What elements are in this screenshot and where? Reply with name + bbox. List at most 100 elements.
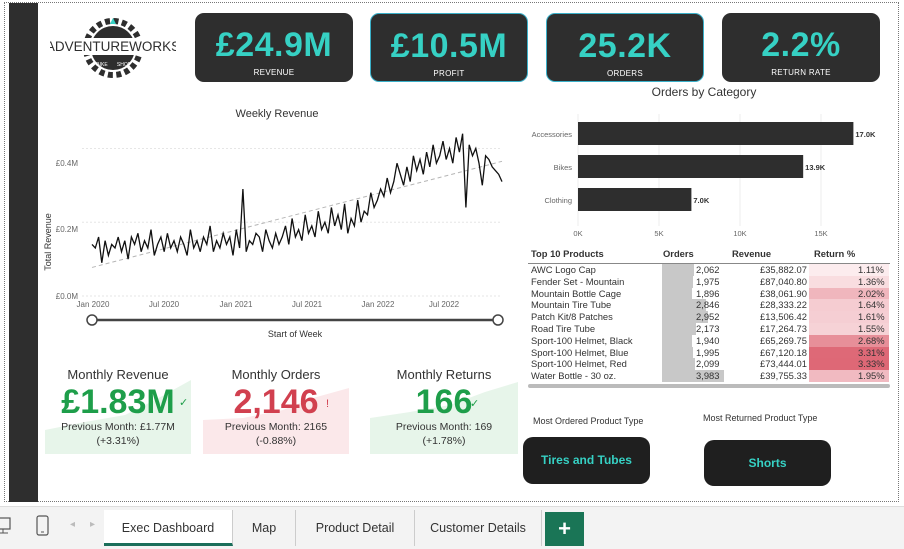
orders-by-category-chart[interactable]: Orders by Category Accessories 17.0K Bikes… (520, 82, 890, 242)
kpi-card-revenue[interactable]: £24.9M REVENUE (195, 13, 353, 82)
weekly-revenue-chart[interactable]: Weekly Revenue Total Revenue £0.4M £0.2M… (40, 100, 510, 345)
card-value: £1.83M (61, 383, 175, 421)
desktop-view-icon[interactable] (0, 517, 12, 535)
orders-databar (662, 334, 693, 347)
top-products-table[interactable]: Top 10 Products Orders Revenue Return % … (528, 248, 890, 388)
return-heat-cell (809, 299, 889, 312)
orders-cell: 3,983 (696, 370, 720, 382)
tab-customer-details[interactable]: Customer Details (415, 510, 542, 546)
tab-map[interactable]: Map (233, 510, 296, 546)
table-row[interactable]: Sport-100 Helmet, Red 2,099 £73,444.01 3.33… (528, 358, 890, 371)
table-row[interactable]: Sport-100 Helmet, Black 1,940 £65,269.75 2.… (528, 334, 890, 347)
x-axis: 0K 5K 10K 15K (573, 229, 827, 238)
table-body: AWC Logo Cap 2,062 £35,882.07 1.11% Fender S… (528, 264, 890, 382)
table-row[interactable]: Mountain Tire Tube 2,846 £28,333.22 1.64% (528, 299, 890, 312)
kpi-card-orders[interactable]: 25.2K ORDERS (546, 13, 704, 82)
monthly-returns-card[interactable]: Monthly Returns 166 ✓ Previous Month: 16… (370, 360, 518, 454)
table-header: Top 10 Products Orders Revenue Return % (528, 248, 890, 264)
category-label: Bikes (554, 163, 573, 172)
revenue-cell: £65,269.75 (760, 334, 807, 346)
return-cell: 2.02% (858, 287, 885, 299)
kpi-label: RETURN RATE (771, 68, 831, 77)
tab-scroll-left-icon[interactable]: ◂ (70, 519, 76, 530)
tab-product-detail[interactable]: Product Detail (296, 510, 415, 546)
status-check-icon: ✓ (179, 397, 189, 409)
product-name: Mountain Bottle Cage (531, 287, 622, 299)
table-row[interactable]: Mountain Bottle Cage 1,896 £38,061.90 2.02% (528, 287, 890, 300)
return-cell: 3.33% (858, 358, 885, 370)
monthly-revenue-card[interactable]: Monthly Revenue £1.83M ✓ Previous Month:… (45, 360, 191, 454)
x-tick-label: 5K (654, 229, 663, 238)
return-cell: 1.61% (858, 311, 885, 323)
col-header-revenue[interactable]: Revenue (732, 248, 772, 259)
kpi-card-profit[interactable]: £10.5M PROFIT (370, 13, 528, 82)
bar-value-label: 13.9K (805, 163, 826, 172)
orders-cell: 2,062 (696, 264, 720, 275)
horizontal-scrollbar[interactable] (528, 383, 890, 388)
x-tick-label: 15K (814, 229, 827, 238)
return-cell: 3.31% (858, 346, 885, 358)
revenue-cell: £87,040.80 (760, 275, 807, 287)
revenue-cell: £13,506.42 (760, 311, 807, 323)
y-axis: £0.4M £0.2M £0.0M (56, 159, 79, 301)
category-bar[interactable] (578, 188, 692, 211)
category-label: Accessories (532, 130, 573, 139)
category-bar[interactable] (578, 155, 804, 178)
card-delta: (+1.78%) (422, 435, 466, 447)
x-tick-label: Jan 2020 (77, 300, 110, 309)
slider-handle-start[interactable] (86, 314, 98, 326)
table-row[interactable]: Patch Kit/8 Patches 2,952 £13,506.42 1.61% (528, 311, 890, 323)
col-header-orders[interactable]: Orders (663, 248, 694, 259)
y-tick-label: £0.0M (56, 292, 79, 301)
revenue-cell: £35,882.07 (760, 264, 807, 275)
return-heat-cell (809, 358, 889, 371)
table-row[interactable]: Fender Set - Mountain 1,975 £87,040.80 1.36… (528, 275, 890, 288)
orders-cell: 2,952 (696, 311, 720, 323)
table-row[interactable]: Road Tire Tube 2,173 £17,264.73 1.55% (528, 322, 890, 335)
return-cell: 1.11% (858, 264, 884, 275)
revenue-cell: £73,444.01 (760, 358, 807, 370)
orders-databar (662, 299, 707, 312)
revenue-cell: £17,264.73 (760, 322, 807, 334)
return-heat-cell (809, 322, 889, 335)
card-title: Monthly Revenue (67, 367, 169, 382)
kpi-value: 2.2% (761, 26, 841, 64)
logo-sub-right: SHOP (117, 62, 132, 68)
table-row[interactable]: AWC Logo Cap 2,062 £35,882.07 1.11% (528, 264, 890, 276)
card-title: Monthly Orders (231, 367, 321, 382)
return-heat-cell (809, 346, 889, 359)
most-ordered-card[interactable]: Tires and Tubes (523, 437, 650, 484)
table-row[interactable]: Water Bottle - 30 oz. 3,983 £39,755.33 1.95… (528, 370, 890, 382)
product-name: Sport-100 Helmet, Blue (531, 346, 629, 358)
return-cell: 1.95% (858, 370, 885, 382)
card-previous: Previous Month: 169 (395, 421, 493, 433)
tab-exec-dashboard[interactable]: Exec Dashboard (104, 510, 233, 546)
return-heat-cell (809, 264, 889, 276)
bar-value-label: 7.0K (693, 196, 709, 205)
most-returned-card[interactable]: Shorts (704, 440, 831, 486)
col-header-product[interactable]: Top 10 Products (531, 248, 604, 259)
mobile-view-icon[interactable] (36, 515, 50, 537)
card-delta: (-0.88%) (255, 435, 297, 447)
slider-handle-end[interactable] (492, 314, 504, 326)
category-label: Clothing (544, 196, 572, 205)
category-bar[interactable] (578, 122, 854, 145)
orders-cell: 2,173 (696, 322, 720, 334)
col-header-return[interactable]: Return % (814, 248, 856, 259)
most-returned-title: Most Returned Product Type (703, 413, 818, 423)
revenue-cell: £67,120.18 (760, 346, 807, 358)
card-sparkline-bg (370, 382, 518, 454)
orders-cell: 1,896 (696, 287, 720, 299)
orders-databar (662, 346, 694, 359)
tab-scroll-right-icon[interactable]: ▸ (90, 519, 96, 530)
table-row[interactable]: Sport-100 Helmet, Blue 1,995 £67,120.18 3.3… (528, 346, 890, 359)
add-page-button[interactable]: + (545, 512, 584, 546)
kpi-label: REVENUE (253, 68, 295, 77)
monthly-orders-card[interactable]: Monthly Orders 2,146 ! Previous Month: 2… (203, 360, 349, 454)
kpi-card-return-rate[interactable]: 2.2% RETURN RATE (722, 13, 880, 82)
chart-title: Orders by Category (652, 85, 757, 99)
orders-databar (662, 358, 695, 371)
bar-value-label: 17.0K (855, 130, 876, 139)
return-heat-cell (809, 311, 889, 323)
